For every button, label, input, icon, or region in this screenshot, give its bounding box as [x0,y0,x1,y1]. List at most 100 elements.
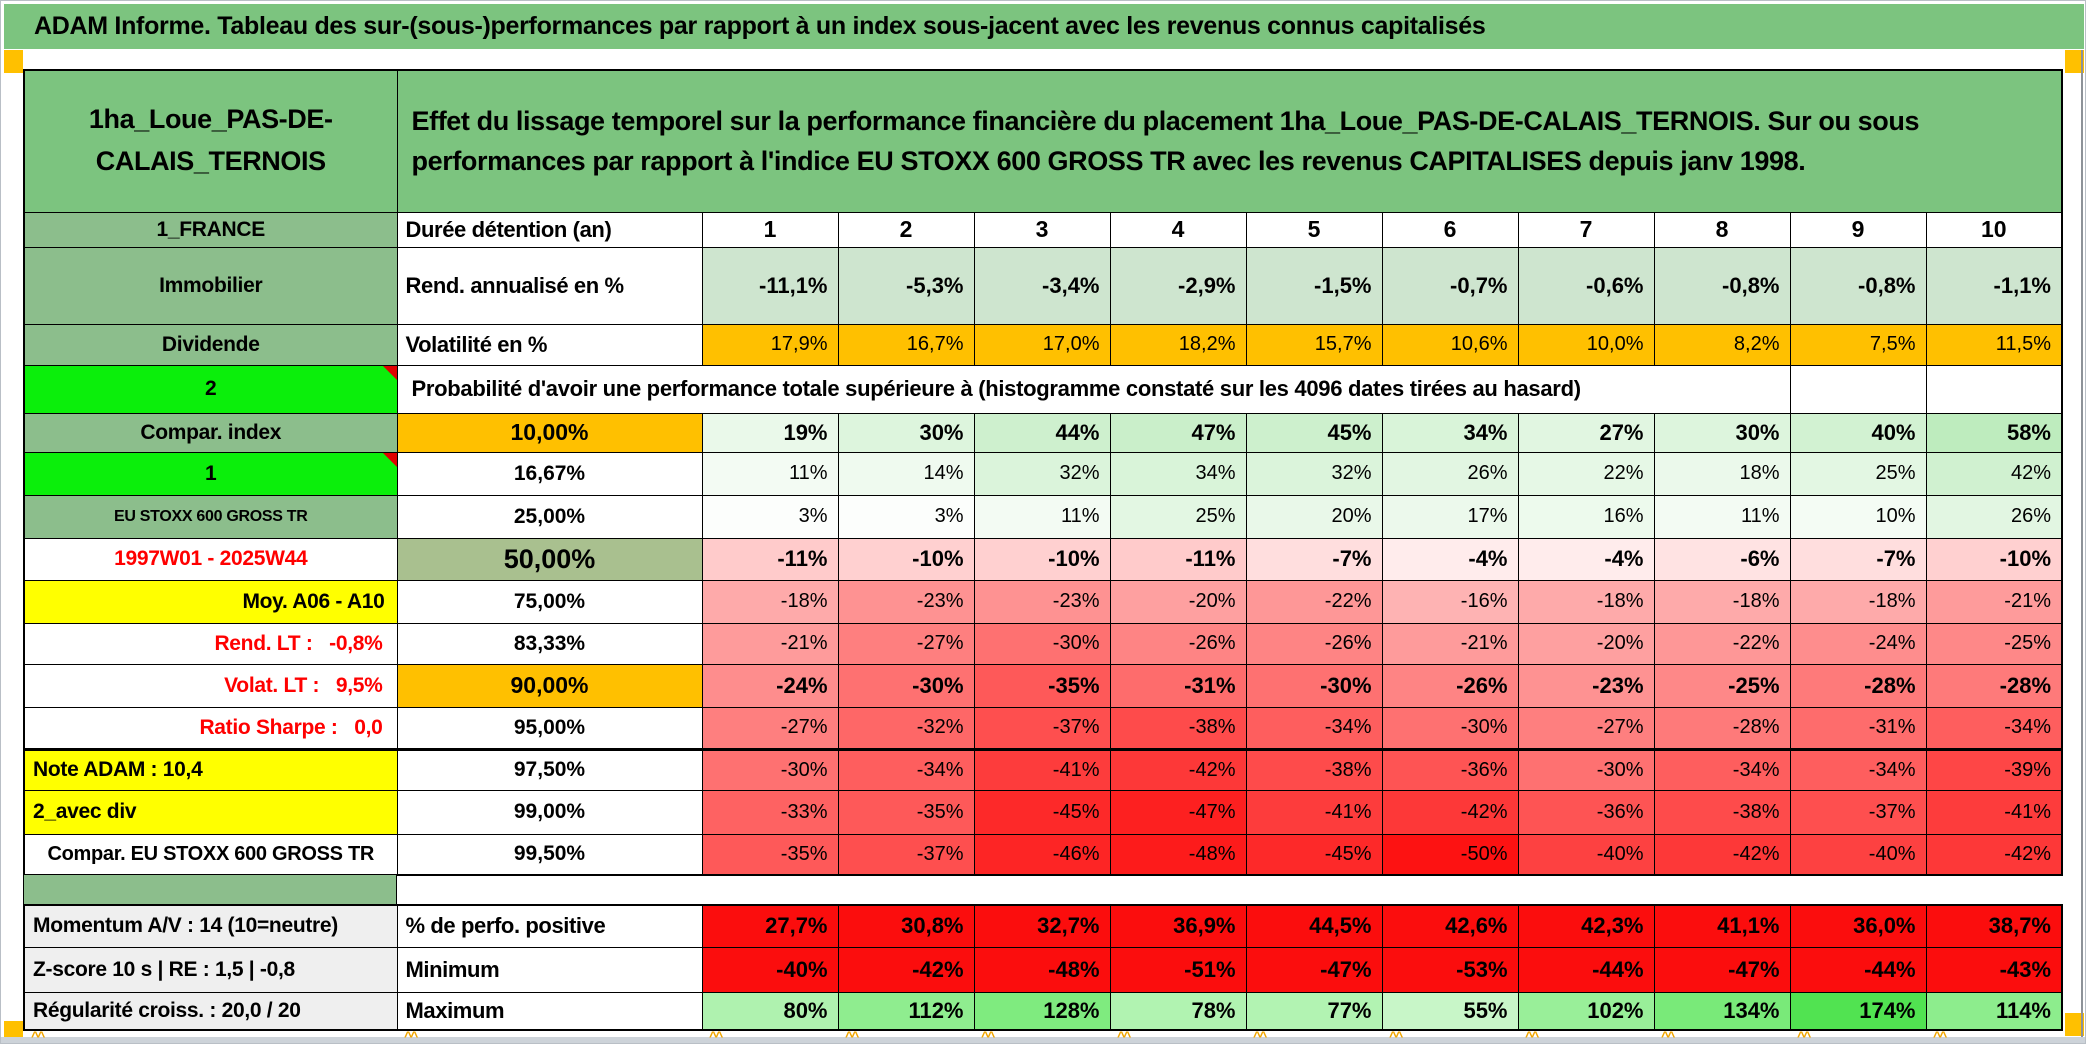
probability-value-cell[interactable]: -24% [701,663,839,708]
empty-cell[interactable] [1925,364,2063,414]
row-label-cell[interactable]: Ratio Sharpe : 0,0 [23,706,398,751]
row-label-cell[interactable]: Compar. EU STOXX 600 GROSS TR [23,833,398,876]
threshold-cell[interactable]: 25,00% [396,494,703,539]
summary-value-cell[interactable]: 30,8% [837,904,975,948]
probability-value-cell[interactable]: 25% [1109,494,1247,539]
duration-header-cell[interactable]: 10 [1925,211,2063,248]
probability-value-cell[interactable]: -23% [1517,663,1655,708]
summary-value-cell[interactable]: 114% [1925,991,2063,1031]
summary-value-cell[interactable]: 42,6% [1381,904,1519,948]
probability-value-cell[interactable]: -47% [1109,789,1247,835]
probability-value-cell[interactable]: -28% [1653,706,1791,751]
summary-value-cell[interactable]: 27,7% [701,904,839,948]
probability-value-cell[interactable]: -35% [837,789,975,835]
volatility-cell[interactable]: 15,7% [1245,323,1383,366]
probability-value-cell[interactable]: 44% [973,412,1111,453]
summary-value-cell[interactable]: 38,7% [1925,904,2063,948]
threshold-cell[interactable]: 99,50% [396,833,703,876]
probability-value-cell[interactable]: -6% [1653,537,1791,581]
probability-value-cell[interactable]: -37% [973,706,1111,751]
probability-value-cell[interactable]: 11% [973,494,1111,539]
probability-value-cell[interactable]: -42% [1381,789,1519,835]
duration-header-cell[interactable]: 9 [1789,211,1927,248]
annualized-return-cell[interactable]: -0,7% [1381,246,1519,325]
threshold-cell[interactable]: 95,00% [396,706,703,751]
summary-label-cell[interactable]: Régularité croiss. : 20,0 / 20 [23,991,398,1031]
probability-value-cell[interactable]: 45% [1245,412,1383,453]
probability-value-cell[interactable]: -42% [1109,748,1247,791]
threshold-cell[interactable]: 10,00% [396,412,703,453]
annualized-return-cell[interactable]: -0,6% [1517,246,1655,325]
probability-value-cell[interactable]: -36% [1381,748,1519,791]
probability-value-cell[interactable]: -42% [1653,833,1791,876]
row-label-cell[interactable]: EU STOXX 600 GROSS TR [23,494,398,539]
row-label-cell[interactable]: Note ADAM : 10,4 [23,748,398,791]
probability-value-cell[interactable]: -28% [1925,663,2063,708]
probability-value-cell[interactable]: -34% [1925,706,2063,751]
summary-value-cell[interactable]: 102% [1517,991,1655,1031]
summary-metric-cell[interactable]: % de perfo. positive [396,904,703,948]
threshold-cell[interactable]: 99,00% [396,789,703,835]
volatility-cell[interactable]: 8,2% [1653,323,1791,366]
probability-value-cell[interactable]: 25% [1789,451,1927,496]
duration-header-cell[interactable]: 7 [1517,211,1655,248]
summary-value-cell[interactable]: 134% [1653,991,1791,1031]
probability-value-cell[interactable]: 11% [701,451,839,496]
duration-header-cell[interactable]: 2 [837,211,975,248]
probability-value-cell[interactable]: -41% [1925,789,2063,835]
threshold-cell[interactable]: 75,00% [396,579,703,624]
probability-value-cell[interactable]: -40% [1789,833,1927,876]
duration-header-cell[interactable]: 8 [1653,211,1791,248]
probability-value-cell[interactable]: -11% [1109,537,1247,581]
probability-value-cell[interactable]: 17% [1381,494,1519,539]
probability-value-cell[interactable]: -38% [1109,706,1247,751]
summary-value-cell[interactable]: -53% [1381,946,1519,993]
probability-value-cell[interactable]: -26% [1109,622,1247,665]
duration-header-cell[interactable]: 4 [1109,211,1247,248]
probability-value-cell[interactable]: -25% [1925,622,2063,665]
summary-value-cell[interactable]: 36,0% [1789,904,1927,948]
summary-value-cell[interactable]: 55% [1381,991,1519,1031]
probability-value-cell[interactable]: -46% [973,833,1111,876]
probability-value-cell[interactable]: -30% [973,622,1111,665]
probability-value-cell[interactable]: -18% [701,579,839,624]
probability-value-cell[interactable]: -30% [837,663,975,708]
probability-value-cell[interactable]: 30% [837,412,975,453]
duration-header-cell[interactable]: 1 [701,211,839,248]
volatility-cell[interactable]: 10,0% [1517,323,1655,366]
volatility-cell[interactable]: 17,0% [973,323,1111,366]
probability-value-cell[interactable]: -26% [1245,622,1383,665]
row-label-cell[interactable]: 1 [23,451,398,496]
probability-value-cell[interactable]: 30% [1653,412,1791,453]
volatility-cell[interactable]: 18,2% [1109,323,1247,366]
probability-value-cell[interactable]: 32% [1245,451,1383,496]
probability-value-cell[interactable]: -31% [1109,663,1247,708]
probability-value-cell[interactable]: -7% [1789,537,1927,581]
probability-value-cell[interactable]: 3% [837,494,975,539]
probability-value-cell[interactable]: -26% [1381,663,1519,708]
summary-value-cell[interactable]: -47% [1653,946,1791,993]
probability-value-cell[interactable]: 10% [1789,494,1927,539]
summary-value-cell[interactable]: 36,9% [1109,904,1247,948]
summary-value-cell[interactable]: 42,3% [1517,904,1655,948]
probability-value-cell[interactable]: 16% [1517,494,1655,539]
volatility-cell[interactable]: 17,9% [701,323,839,366]
probability-value-cell[interactable]: -32% [837,706,975,751]
probability-banner-cell[interactable]: Probabilité d'avoir une performance tota… [396,364,1791,414]
threshold-cell[interactable]: 97,50% [396,748,703,791]
metric-label-cell[interactable]: Durée détention (an) [396,211,703,248]
probability-value-cell[interactable]: -18% [1789,579,1927,624]
annualized-return-cell[interactable]: -0,8% [1653,246,1791,325]
row-label-cell[interactable]: 2 [23,364,398,414]
probability-value-cell[interactable]: 18% [1653,451,1791,496]
probability-value-cell[interactable]: -11% [701,537,839,581]
probability-value-cell[interactable]: 3% [701,494,839,539]
probability-value-cell[interactable]: -36% [1517,789,1655,835]
summary-metric-cell[interactable]: Minimum [396,946,703,993]
summary-value-cell[interactable]: -42% [837,946,975,993]
annualized-return-cell[interactable]: -5,3% [837,246,975,325]
probability-value-cell[interactable]: -4% [1517,537,1655,581]
row-label-cell[interactable]: Moy. A06 - A10 [23,579,398,624]
probability-value-cell[interactable]: -7% [1245,537,1383,581]
probability-value-cell[interactable]: -30% [1245,663,1383,708]
